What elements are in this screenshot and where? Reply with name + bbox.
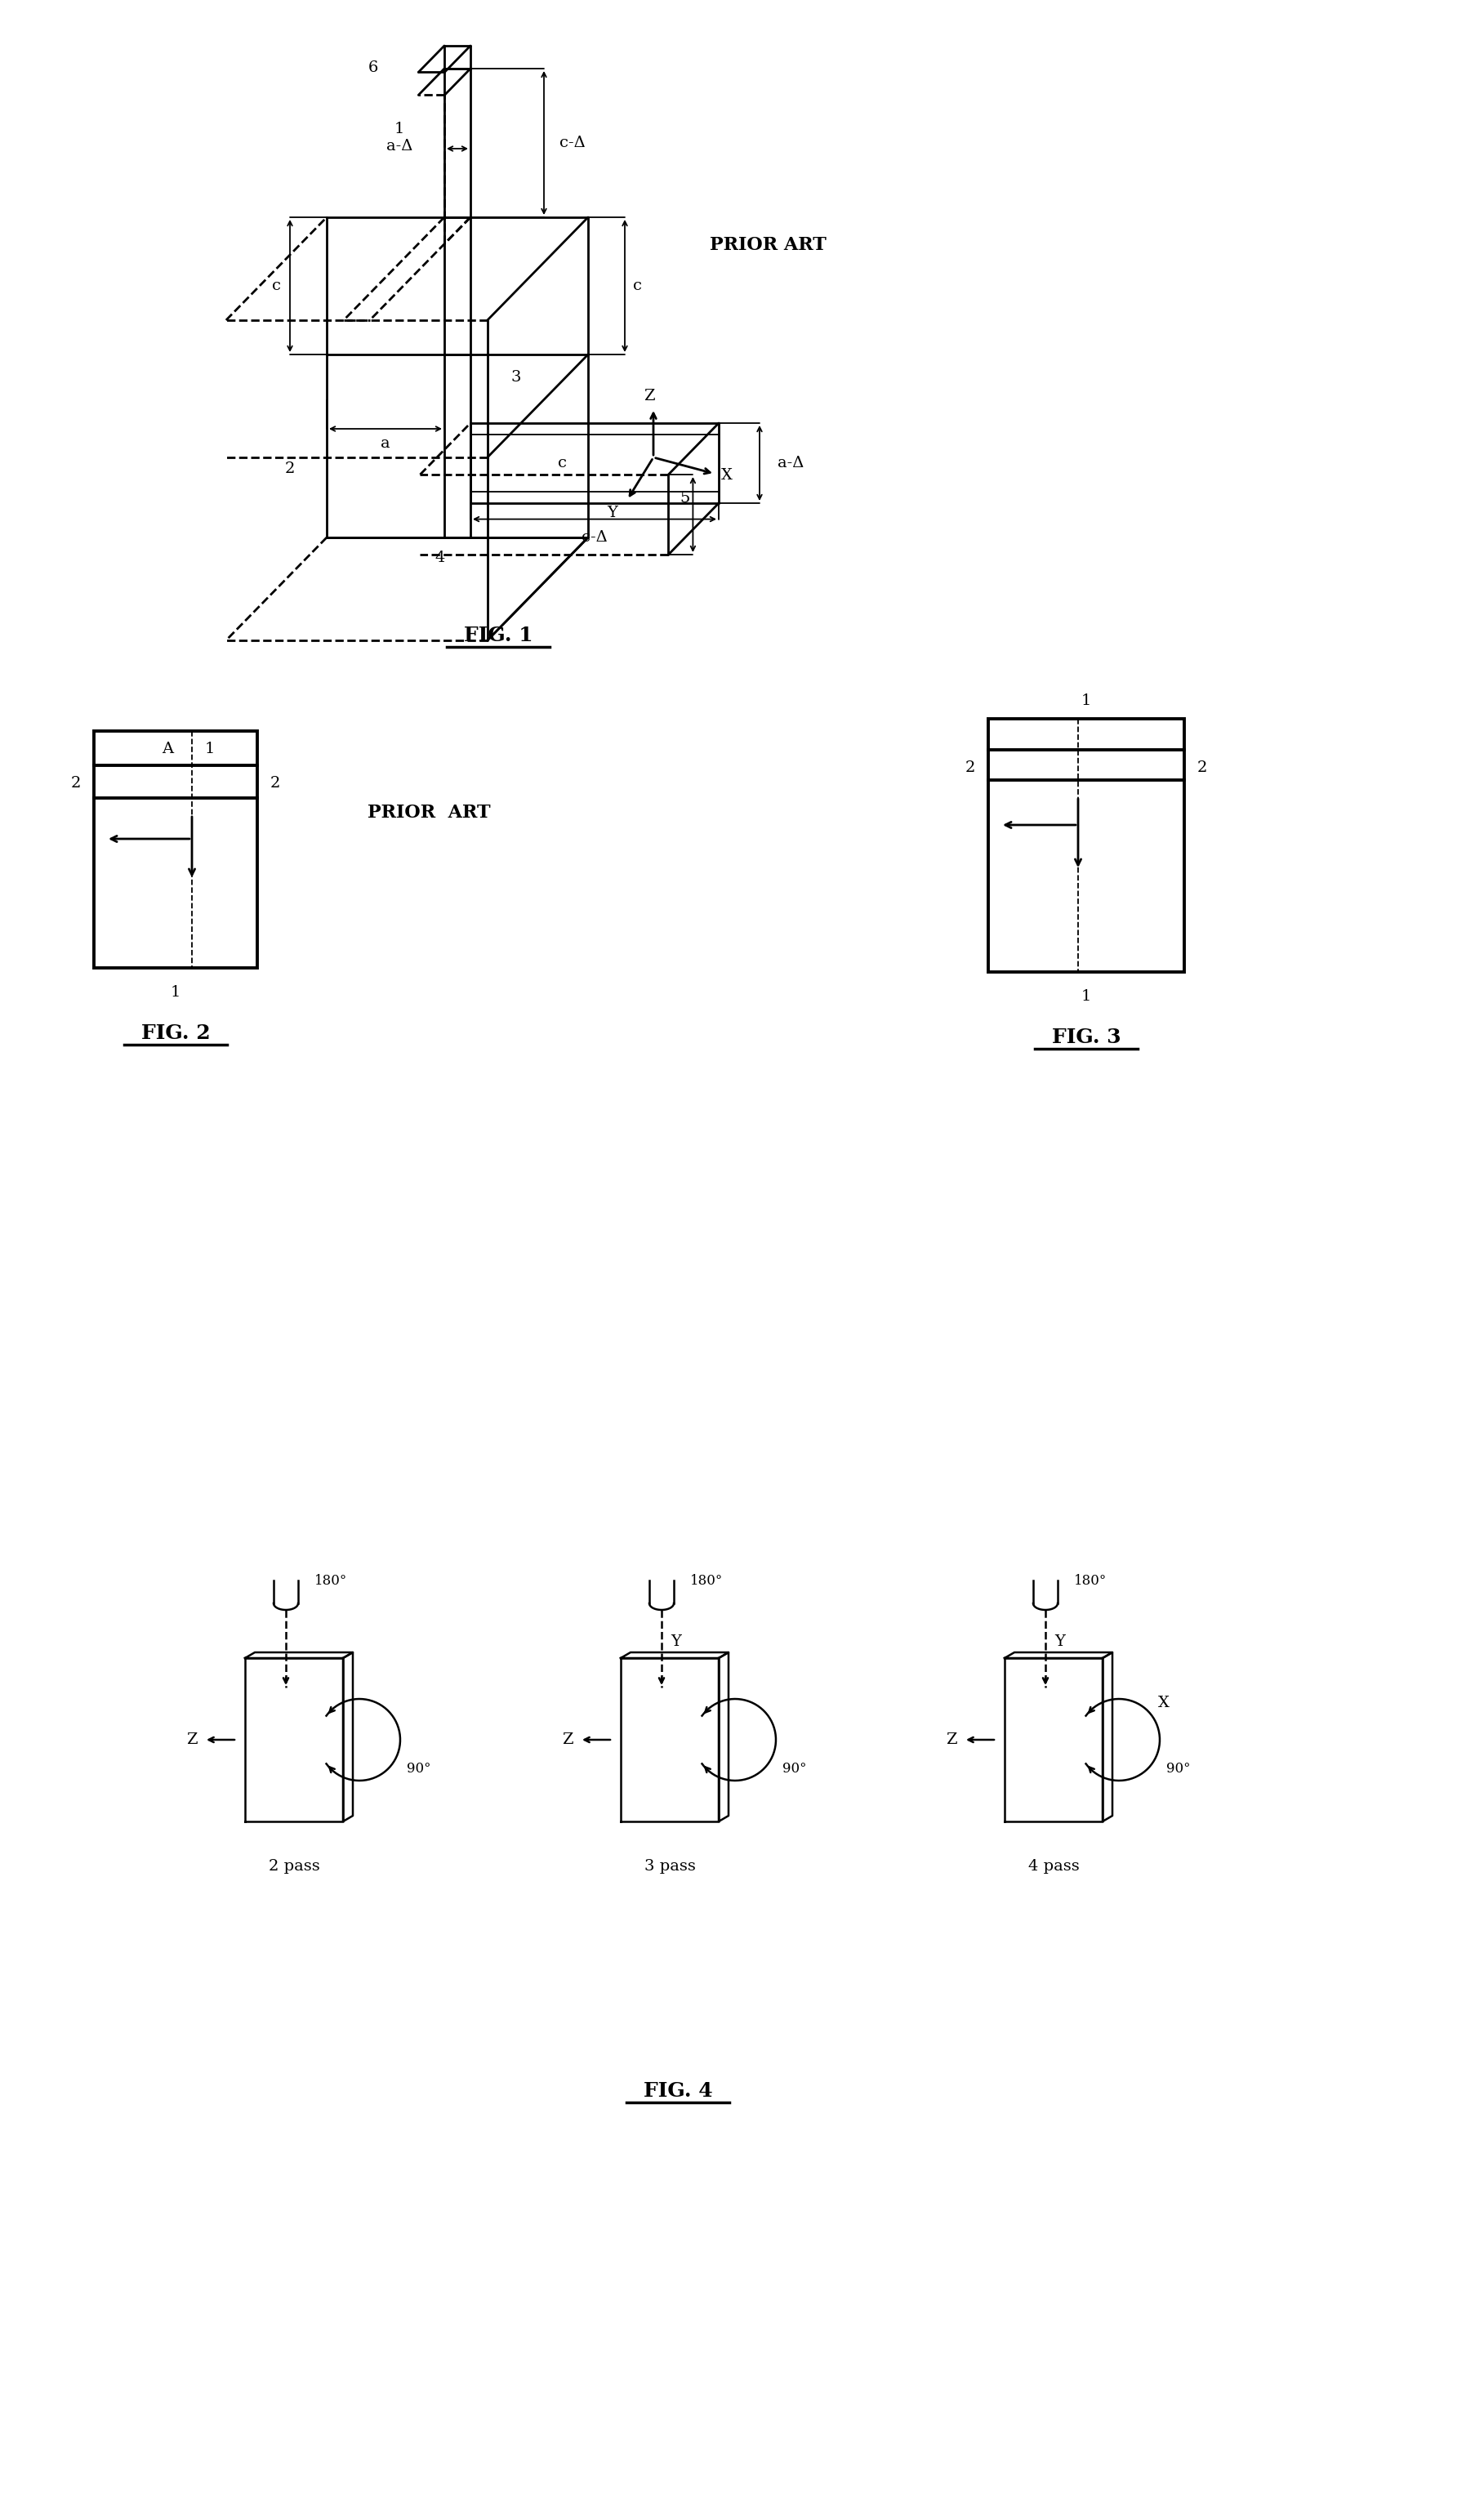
Text: 3 pass: 3 pass <box>644 1860 696 1875</box>
Text: Z: Z <box>187 1732 197 1747</box>
Text: 180°: 180° <box>690 1574 723 1586</box>
Text: Y: Y <box>607 505 617 520</box>
Text: FIG. 2: FIG. 2 <box>141 1024 211 1044</box>
Text: 90°: 90° <box>1166 1762 1190 1775</box>
Text: PRIOR ART: PRIOR ART <box>709 236 827 254</box>
Text: 6: 6 <box>368 60 378 75</box>
Text: a-Δ: a-Δ <box>778 457 804 469</box>
Text: 2: 2 <box>285 462 295 477</box>
Text: c: c <box>273 279 282 294</box>
Text: 90°: 90° <box>782 1762 806 1775</box>
Text: Y: Y <box>1055 1634 1066 1649</box>
Text: 2: 2 <box>1198 761 1208 776</box>
Text: 90°: 90° <box>407 1762 430 1775</box>
Text: X: X <box>1158 1697 1169 1709</box>
Text: 2 pass: 2 pass <box>269 1860 319 1875</box>
Text: 2: 2 <box>270 776 280 791</box>
Text: FIG. 3: FIG. 3 <box>1052 1027 1120 1047</box>
Text: 1: 1 <box>205 740 215 756</box>
Text: 1: 1 <box>171 984 181 999</box>
Text: 180°: 180° <box>1074 1574 1107 1586</box>
Text: c-Δ: c-Δ <box>559 136 586 151</box>
Text: a: a <box>381 437 390 452</box>
Text: PRIOR  ART: PRIOR ART <box>367 803 490 821</box>
Text: 1: 1 <box>1082 989 1091 1004</box>
Text: A: A <box>162 740 174 756</box>
Text: Z: Z <box>562 1732 573 1747</box>
Text: Z: Z <box>945 1732 957 1747</box>
Text: 1: 1 <box>395 120 405 136</box>
Text: c: c <box>558 457 567 469</box>
Text: FIG. 1: FIG. 1 <box>463 625 533 645</box>
Text: c-Δ: c-Δ <box>582 530 607 545</box>
Text: Y: Y <box>671 1634 681 1649</box>
Text: 2: 2 <box>965 761 975 776</box>
Text: X: X <box>721 467 733 482</box>
Bar <box>988 718 1184 971</box>
Text: 1: 1 <box>1082 693 1091 708</box>
Text: 3: 3 <box>510 369 521 384</box>
Text: 4 pass: 4 pass <box>1028 1860 1079 1875</box>
Text: 2: 2 <box>71 776 82 791</box>
Text: FIG. 4: FIG. 4 <box>644 2081 712 2101</box>
Text: Z: Z <box>644 389 654 404</box>
Text: 5: 5 <box>680 492 690 505</box>
Text: 180°: 180° <box>315 1574 347 1586</box>
Text: 4: 4 <box>435 550 445 565</box>
Bar <box>93 730 257 969</box>
Text: a-Δ: a-Δ <box>386 138 413 153</box>
Text: c: c <box>634 279 643 294</box>
